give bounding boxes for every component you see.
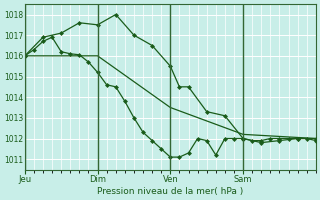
X-axis label: Pression niveau de la mer( hPa ): Pression niveau de la mer( hPa ) — [97, 187, 244, 196]
